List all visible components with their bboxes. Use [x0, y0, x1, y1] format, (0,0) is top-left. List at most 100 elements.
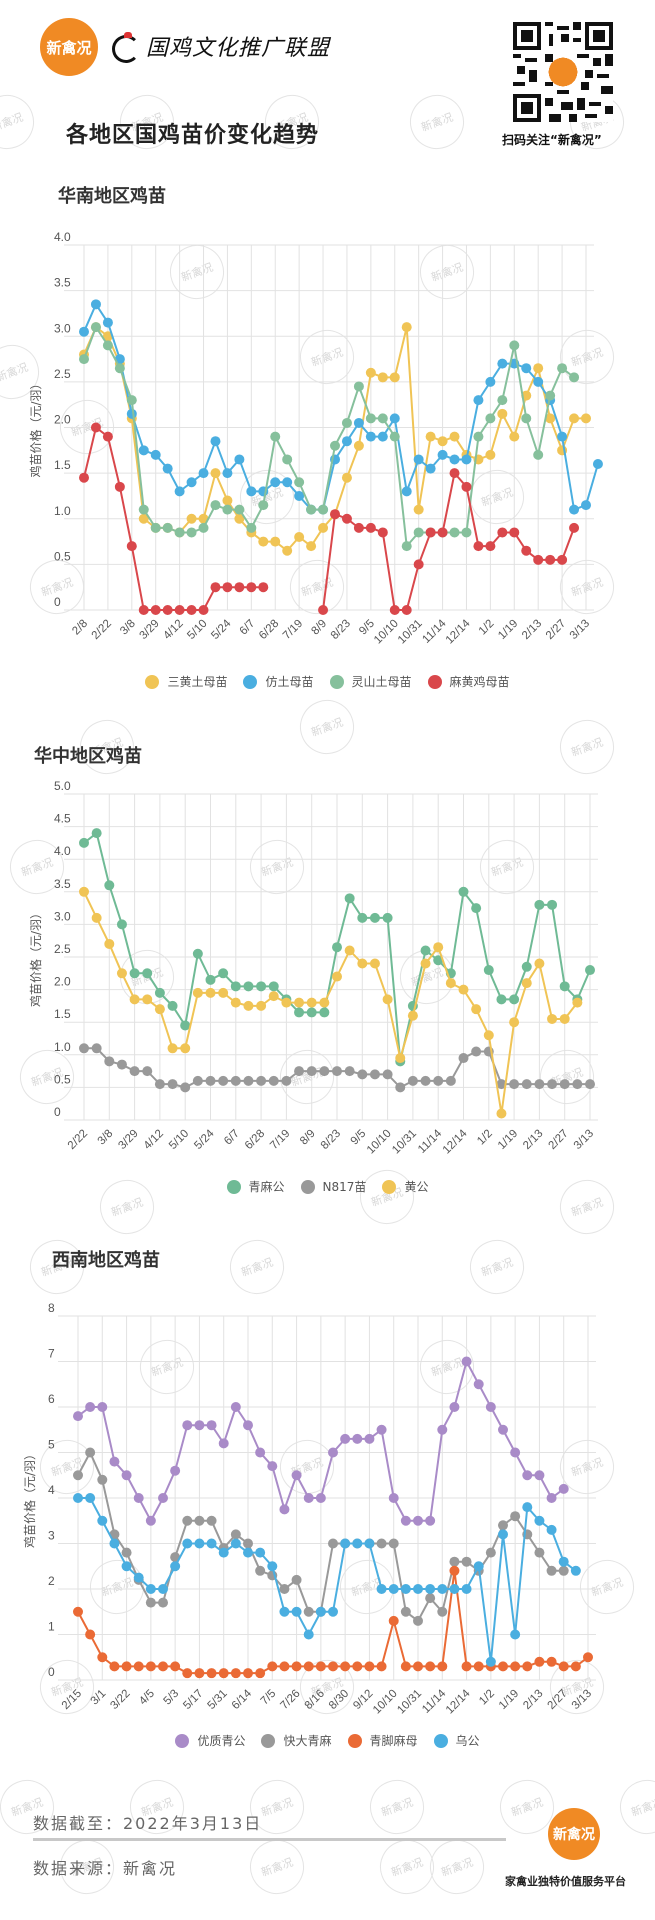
y-tick-label: 4.5: [54, 812, 71, 826]
data-point: [449, 1565, 460, 1576]
data-point: [369, 912, 380, 923]
footer: 数据截至：2022年3月13日 数据来源：新禽况 新禽况 家禽业独特价值服务平台: [0, 1770, 655, 1920]
data-point: [357, 912, 368, 923]
data-point: [230, 997, 241, 1008]
data-point: [389, 372, 400, 383]
data-point: [546, 1524, 557, 1535]
qr-code[interactable]: [513, 22, 613, 122]
footer-logo: 新禽况: [548, 1808, 600, 1860]
data-point: [114, 363, 125, 374]
data-point: [90, 322, 101, 333]
legend-item[interactable]: N817苗: [300, 1178, 366, 1195]
data-point: [79, 472, 89, 483]
data-point: [234, 454, 245, 465]
data-point: [449, 1402, 460, 1412]
data-point: [167, 1043, 178, 1054]
legend-item[interactable]: 三黄土母苗: [145, 673, 227, 690]
legend-item[interactable]: 麻黄鸡母苗: [427, 673, 510, 690]
data-point: [79, 326, 89, 337]
data-point: [279, 1606, 290, 1617]
data-point: [142, 1066, 153, 1077]
legend-item[interactable]: 青脚麻母: [347, 1732, 418, 1749]
footer-logo-text: 新禽况: [553, 1827, 595, 1843]
legend-label: 灵山土母苗: [351, 675, 412, 689]
data-point: [230, 1538, 241, 1549]
x-tick-label: 2/27: [546, 1688, 570, 1712]
x-tick-label: 7/19: [281, 618, 305, 642]
data-point: [318, 504, 329, 515]
data-point: [510, 1629, 521, 1640]
data-point: [509, 431, 520, 442]
x-tick-label: 6/7: [238, 618, 258, 638]
legend-dot-icon: [175, 1733, 190, 1748]
legend-dot-icon: [243, 674, 258, 689]
data-point: [222, 504, 233, 515]
data-point: [413, 504, 424, 515]
data-point: [413, 1515, 423, 1526]
data-point: [471, 1046, 482, 1057]
data-point: [303, 1493, 314, 1503]
legend-item[interactable]: 乌公: [433, 1732, 480, 1749]
data-point: [158, 1584, 168, 1594]
data-point: [268, 1075, 279, 1086]
data-point: [570, 1565, 581, 1576]
data-point: [180, 1043, 191, 1054]
data-point: [534, 899, 545, 910]
data-point: [340, 1538, 351, 1549]
data-point: [483, 965, 494, 976]
data-point: [294, 490, 305, 501]
legend-label: 仿土母苗: [265, 675, 314, 689]
legend-item[interactable]: 黄公: [382, 1178, 428, 1195]
data-point: [162, 605, 173, 615]
data-point: [145, 1584, 156, 1594]
x-tick-label: 5/3: [161, 1688, 181, 1708]
data-point: [485, 449, 496, 460]
data-point: [572, 1079, 583, 1090]
data-point: [395, 1082, 406, 1093]
data-point: [291, 1574, 302, 1585]
data-point: [218, 1547, 229, 1558]
data-point: [85, 1493, 96, 1503]
data-point: [281, 1075, 292, 1086]
data-point: [170, 1661, 181, 1672]
chart-south-china: 0 0.5 1.0 1.5 2.0 2.5 3.0 3.5 4.0 2/8 2/22 3/8 3/29 4…: [0, 170, 655, 710]
data-point: [330, 440, 340, 451]
legend-label: 麻黄鸡母苗: [449, 675, 510, 689]
data-point: [102, 431, 113, 442]
data-point: [473, 395, 484, 406]
legend-item[interactable]: 快大青麻: [261, 1732, 332, 1749]
data-point: [234, 504, 245, 515]
data-point: [509, 340, 520, 351]
data-point: [182, 1538, 193, 1549]
data-point: [558, 1565, 569, 1576]
legend-item[interactable]: 青麻公: [226, 1178, 285, 1195]
data-point: [243, 1538, 253, 1549]
data-point: [376, 1424, 387, 1435]
data-point: [282, 454, 293, 465]
y-axis-label: 鸡苗价格（元/羽）: [28, 907, 43, 1007]
data-point: [243, 1547, 253, 1558]
y-tick-label: 2.5: [54, 367, 71, 381]
data-point: [306, 997, 317, 1008]
data-point: [267, 1461, 278, 1472]
data-point: [294, 1007, 305, 1018]
legend-item[interactable]: 仿土母苗: [243, 673, 314, 690]
logo-text: 新禽况: [46, 38, 92, 57]
y-tick-label: 3.0: [54, 909, 71, 923]
data-point: [458, 886, 469, 897]
data-point: [91, 828, 102, 839]
data-point: [569, 522, 580, 533]
legend-label: 乌公: [455, 1734, 480, 1748]
data-point: [485, 1656, 496, 1667]
data-point: [534, 1515, 545, 1526]
legend-item[interactable]: 优质青公: [175, 1732, 245, 1749]
y-tick-label: 5: [48, 1438, 55, 1452]
data-point: [73, 1606, 83, 1617]
data-point: [400, 1606, 411, 1617]
data-point: [461, 481, 472, 492]
legend-item[interactable]: 灵山土母苗: [329, 673, 412, 690]
data-point: [243, 1075, 254, 1086]
x-tick-label: 6/28: [243, 1128, 267, 1152]
data-point: [91, 912, 102, 923]
data-point: [306, 1066, 317, 1077]
